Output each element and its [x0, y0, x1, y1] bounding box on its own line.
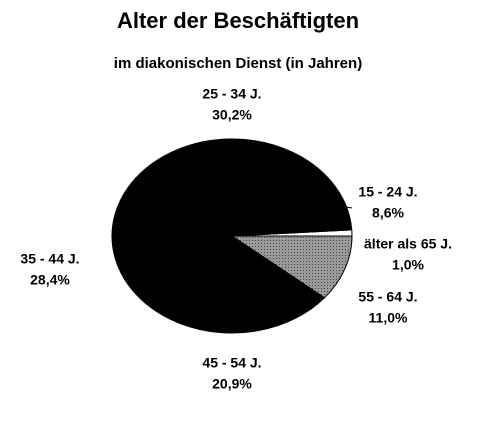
- slice-label: 45 - 54 J.: [202, 355, 261, 371]
- slice-label: 25 - 34 J.: [202, 86, 261, 102]
- pie-slice: [181, 235, 326, 334]
- slice-value-label: 20,9%: [212, 376, 252, 392]
- slice-label: 15 - 24 J.: [358, 184, 417, 200]
- slice-value-label: 8,6%: [372, 205, 404, 221]
- slice-label: älter als 65 J.: [364, 236, 452, 252]
- slice-value-label: 11,0%: [369, 310, 408, 326]
- chart-title: Alter der Beschäftigten: [117, 8, 359, 33]
- pie-slice: [111, 177, 233, 325]
- slice-label: 35 - 44 J.: [20, 251, 79, 267]
- pie-slice: [135, 138, 332, 237]
- pie-slice: [230, 235, 353, 299]
- slice-value-label: 28,4%: [30, 272, 70, 288]
- slice-value-label: 30,2%: [212, 107, 252, 123]
- slice-value-label: 1,0%: [392, 257, 424, 273]
- slice-label: 55 - 64 J.: [358, 289, 417, 305]
- chart-subtitle: im diakonischen Dienst (in Jahren): [114, 55, 362, 72]
